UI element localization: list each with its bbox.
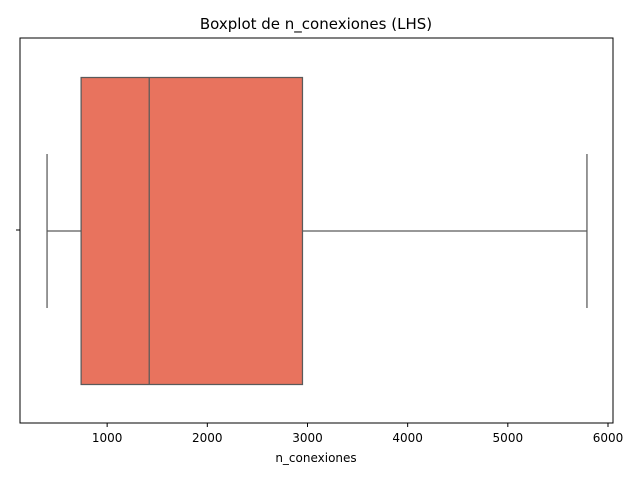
x-tick-label: 2000 bbox=[192, 431, 223, 445]
box-iqr bbox=[80, 76, 304, 386]
x-tick-label: 4000 bbox=[392, 431, 423, 445]
chart-title: Boxplot de n_conexiones (LHS) bbox=[200, 15, 432, 34]
x-tick-label: 1000 bbox=[92, 431, 123, 445]
x-tick-label: 6000 bbox=[593, 431, 624, 445]
x-tick-label: 3000 bbox=[292, 431, 323, 445]
x-axis-label: n_conexiones bbox=[275, 451, 356, 465]
x-tick-label: 5000 bbox=[493, 431, 524, 445]
